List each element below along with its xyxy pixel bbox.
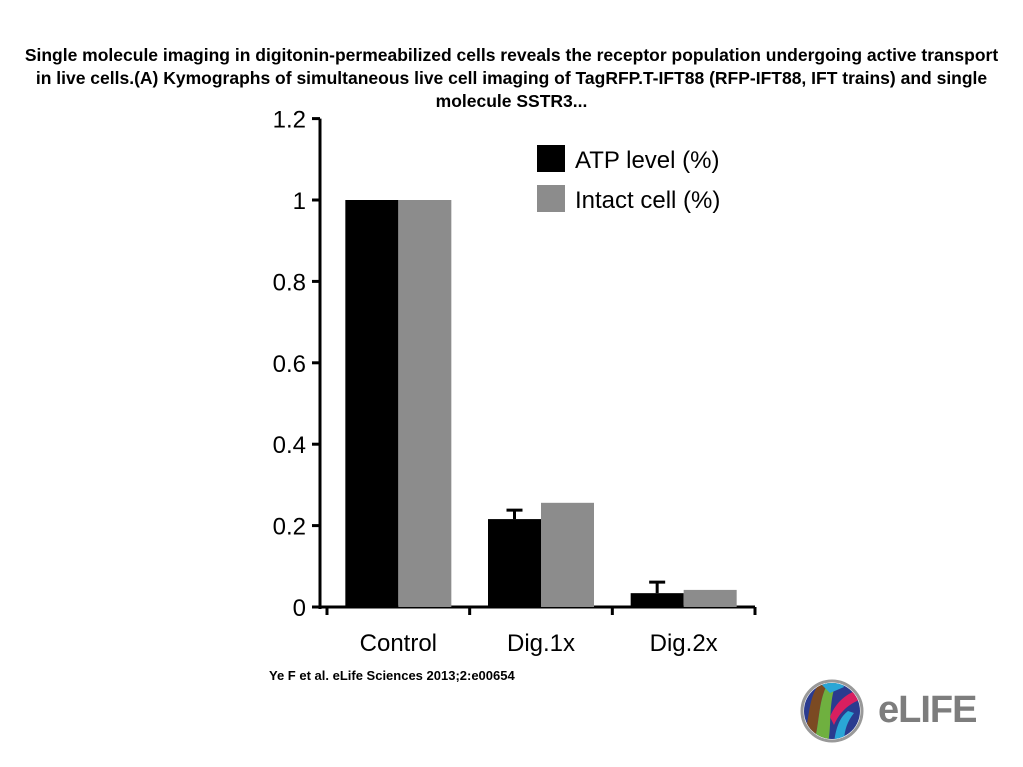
slide-title: Single molecule imaging in digitonin-per…: [24, 45, 999, 111]
legend-swatch: [537, 185, 565, 212]
bar: [541, 502, 594, 607]
x-axis: Control Dig.1x Dig.2x: [318, 605, 757, 657]
y-tick-label: 0.4: [273, 432, 306, 459]
legend-label: ATP level (%): [575, 147, 719, 174]
y-tick-label: 1: [293, 188, 306, 215]
y-tick-label: 1.2: [273, 107, 306, 134]
y-axis: 0 0.2 0.4 0.6 0.8 1 1.2: [273, 107, 322, 622]
x-tick-label: Dig.2x: [650, 630, 718, 657]
bar: [488, 519, 541, 607]
legend-swatch: [537, 145, 565, 172]
legend-label: Intact cell (%): [575, 187, 720, 214]
y-tick-label: 0.8: [273, 269, 306, 296]
elife-logo-icon: [800, 679, 864, 743]
elife-logo-text: eLIFE: [878, 689, 977, 731]
citation: Ye F et al. eLife Sciences 2013;2:e00654: [269, 668, 515, 683]
y-tick-label: 0: [293, 595, 306, 622]
bar: [345, 200, 399, 607]
x-tick-label: Dig.1x: [507, 630, 575, 657]
bars: [345, 200, 737, 607]
bar: [630, 593, 684, 607]
y-tick-label: 0.6: [273, 351, 306, 378]
legend: ATP level (%) Intact cell (%): [537, 145, 720, 214]
y-tick-label: 0.2: [273, 514, 306, 541]
bar: [398, 200, 452, 607]
elife-logo: eLIFE: [800, 677, 980, 745]
bar: [683, 589, 737, 607]
x-tick-label: Control: [360, 630, 437, 657]
